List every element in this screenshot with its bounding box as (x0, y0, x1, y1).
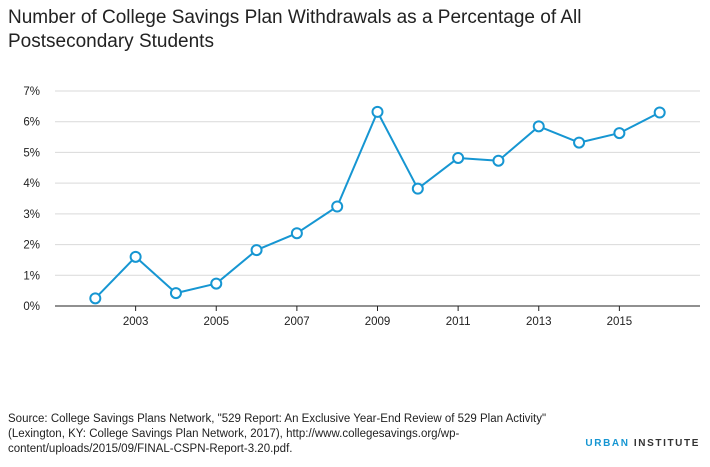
data-point (290, 227, 303, 240)
data-points (89, 105, 666, 305)
x-tick-label: 2007 (284, 316, 310, 328)
x-tick-label: 2003 (123, 316, 149, 328)
x-tick-label: 2015 (607, 316, 633, 328)
data-point (532, 120, 545, 133)
data-point (613, 127, 626, 140)
brand-urban: URBAN (585, 438, 630, 449)
y-tick-label: 7% (23, 86, 40, 98)
data-point (210, 277, 223, 290)
chart-title: Number of College Savings Plan Withdrawa… (8, 7, 582, 52)
data-point (250, 244, 263, 257)
data-point (411, 182, 424, 195)
y-tick-label: 0% (23, 301, 40, 313)
y-tick-label: 4% (23, 178, 40, 190)
data-point (452, 151, 465, 164)
data-point (129, 250, 142, 263)
y-tick-label: 5% (23, 147, 40, 159)
line-chart: 0% 1% 2% 3% 4% 5% 6% 7% 2003 2005 2007 2009 2011 2013… (23, 86, 700, 328)
source-note: Source: College Savings Plans Network, "… (8, 413, 547, 455)
data-point (653, 106, 666, 119)
y-tick-label: 6% (23, 117, 40, 129)
gridlines (55, 90, 700, 276)
brand-institute: INSTITUTE (633, 438, 700, 449)
data-point (573, 136, 586, 149)
y-tick-label: 3% (23, 209, 40, 221)
y-tick-label: 1% (23, 270, 40, 282)
data-point (331, 200, 344, 213)
urban-institute-logo: URBAN INSTITUTE (585, 438, 700, 449)
data-point (89, 292, 102, 305)
data-point (169, 287, 182, 300)
x-tick-label: 2011 (446, 316, 471, 328)
x-tick-label: 2005 (203, 316, 229, 328)
axes: 0% 1% 2% 3% 4% 5% 6% 7% 2003 2005 2007 2009 2011 2013… (23, 86, 700, 328)
data-point (492, 154, 505, 167)
y-tick-label: 2% (23, 240, 40, 252)
x-tick-label: 2009 (365, 316, 391, 328)
x-tick-label: 2013 (526, 316, 552, 328)
data-point (371, 105, 384, 118)
